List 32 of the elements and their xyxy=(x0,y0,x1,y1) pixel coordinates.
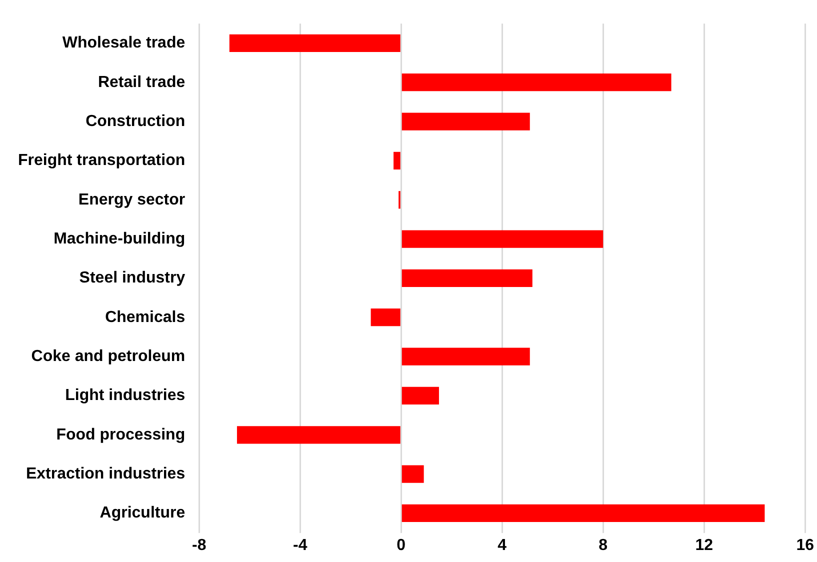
x-tick-label: 12 xyxy=(695,536,714,554)
y-tick-label: Wholesale trade xyxy=(62,34,186,52)
x-tick-label: 16 xyxy=(796,536,814,554)
y-tick-label: Steel industry xyxy=(79,270,186,287)
y-tick-label: Freight transportation xyxy=(18,152,186,170)
y-tick-label: Coke and petroleum xyxy=(31,348,186,365)
bar xyxy=(370,308,400,326)
y-tick-label: Energy sector xyxy=(78,191,186,208)
y-tick-label: Food processing xyxy=(56,426,186,444)
x-tick-label: -8 xyxy=(192,536,206,554)
y-tick-label: Extraction industries xyxy=(26,465,186,482)
x-tick-label: 4 xyxy=(498,536,507,554)
bar xyxy=(236,426,400,444)
bar xyxy=(402,269,532,288)
bar xyxy=(402,386,439,405)
x-tick-label: -4 xyxy=(292,536,308,554)
y-tick-label: Chemicals xyxy=(105,308,186,326)
bar xyxy=(402,504,765,522)
y-tick-label: Construction xyxy=(86,112,186,130)
y-tick-label: Agriculture xyxy=(100,504,186,522)
bar xyxy=(394,152,400,170)
bar xyxy=(402,112,530,130)
bar xyxy=(402,74,672,92)
y-tick-label: Machine-building xyxy=(54,230,186,248)
y-tick-label: Light industries xyxy=(65,387,186,404)
bar xyxy=(402,465,424,483)
bar xyxy=(402,230,604,248)
y-tick-label: Retail trade xyxy=(98,74,186,91)
bar xyxy=(229,34,400,52)
x-tick-label: 8 xyxy=(598,536,608,554)
bar xyxy=(402,348,530,366)
x-tick-label: 0 xyxy=(396,536,406,554)
